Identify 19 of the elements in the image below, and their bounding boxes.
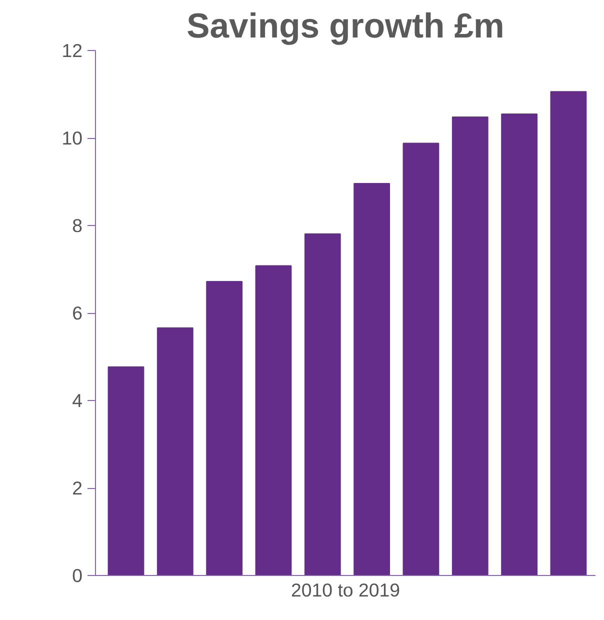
bar (108, 366, 144, 576)
y-tick-label: 4 (72, 390, 83, 411)
y-tick-label: 0 (72, 565, 83, 586)
y-tick-label: 8 (72, 215, 83, 236)
bar (304, 233, 341, 576)
bar (354, 183, 390, 576)
bar (402, 142, 440, 576)
bar (501, 113, 538, 576)
bar (206, 281, 243, 576)
x-axis-title: 2010 to 2019 (291, 580, 400, 600)
y-tick-label: 2 (72, 478, 83, 498)
bar (452, 116, 488, 576)
y-tick-label: 6 (72, 302, 83, 324)
chart-title: Savings growth £m (186, 8, 504, 46)
bar (255, 265, 292, 576)
bar (550, 91, 587, 576)
y-tick-label: 10 (62, 128, 83, 148)
y-tick-label: 12 (62, 40, 83, 61)
bar (156, 327, 194, 576)
